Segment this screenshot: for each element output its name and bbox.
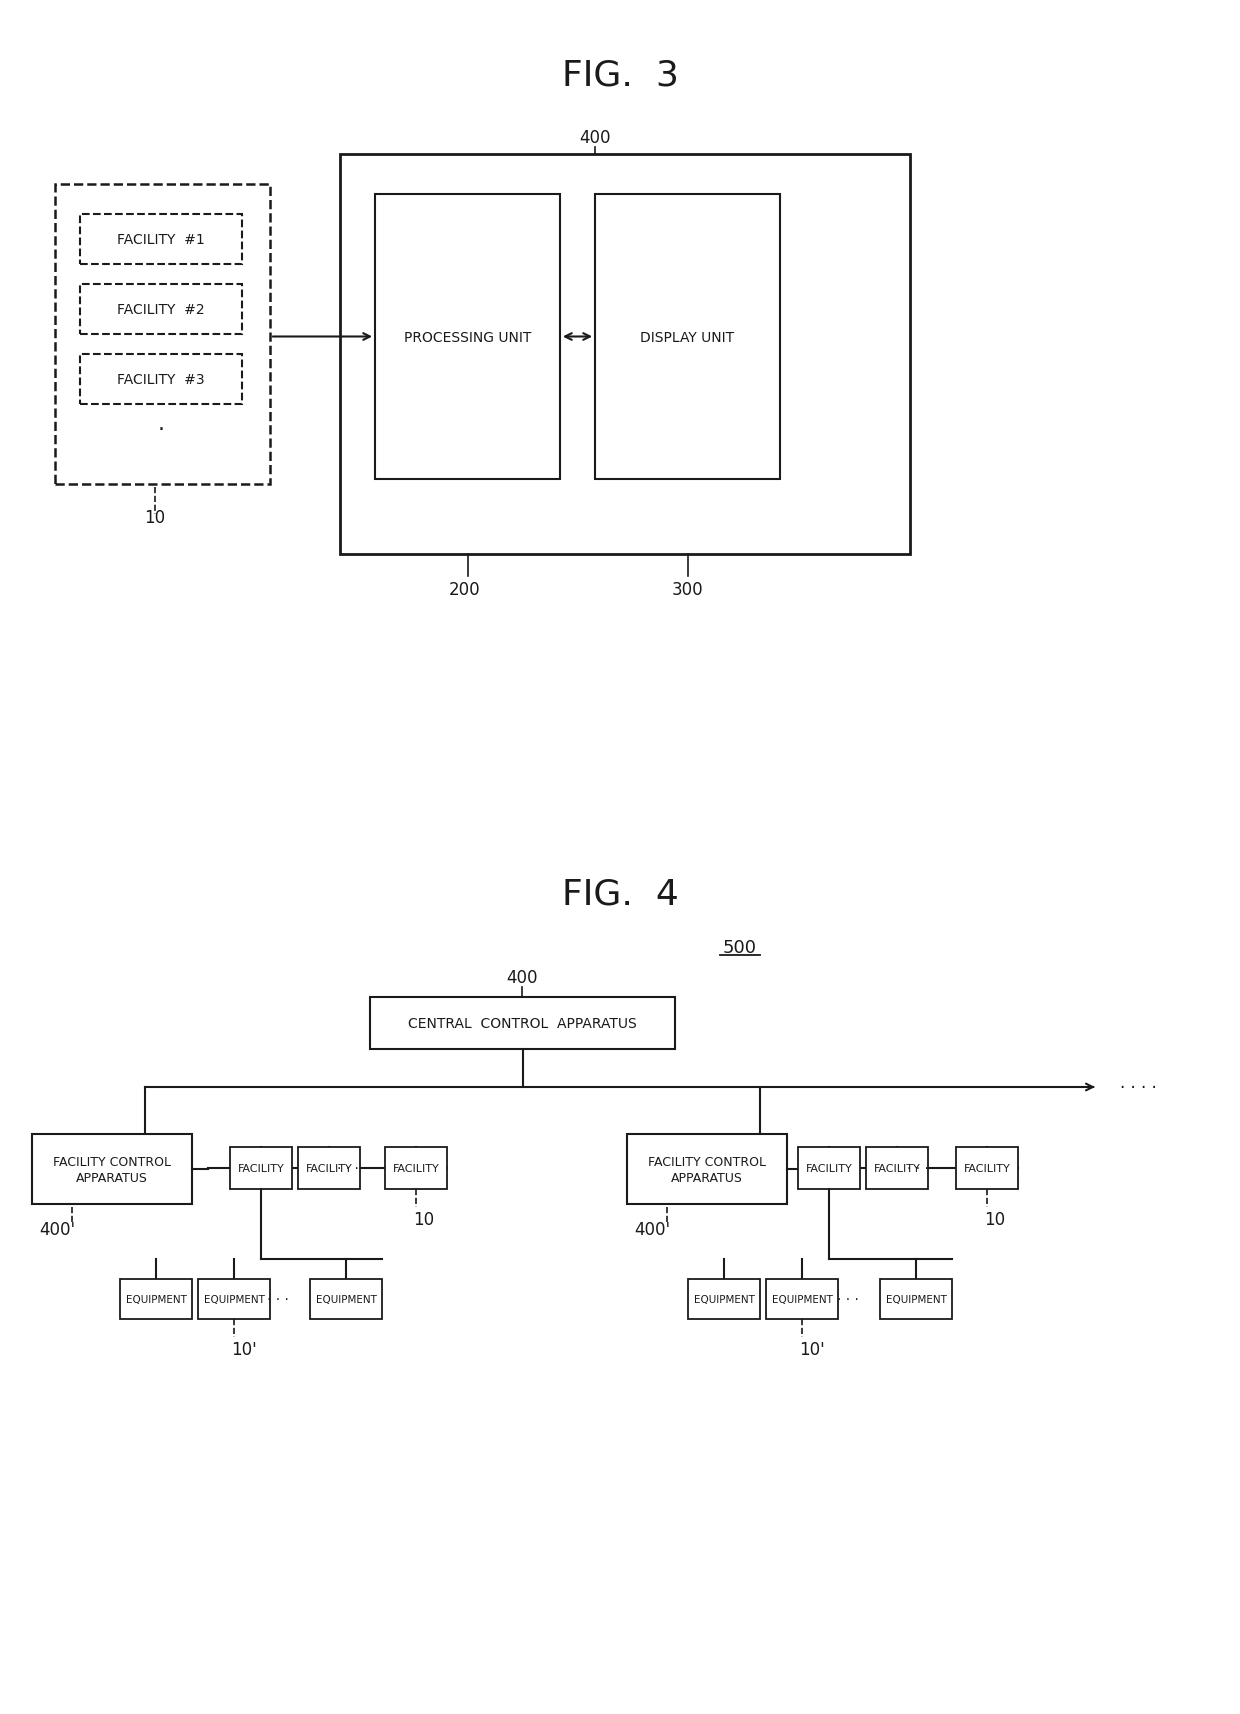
Text: 400': 400' [634,1220,670,1238]
Text: EQUIPMENT: EQUIPMENT [125,1294,186,1304]
Text: DISPLAY UNIT: DISPLAY UNIT [640,331,734,345]
Text: 400: 400 [579,129,611,147]
FancyBboxPatch shape [799,1147,861,1190]
Text: CENTRAL  CONTROL  APPARATUS: CENTRAL CONTROL APPARATUS [408,1016,637,1030]
Text: 300: 300 [671,581,703,598]
Text: FACILITY: FACILITY [238,1164,284,1174]
Text: FACILITY  #3: FACILITY #3 [118,372,205,387]
FancyBboxPatch shape [340,154,910,555]
Text: FACILITY: FACILITY [963,1164,1011,1174]
FancyBboxPatch shape [198,1279,270,1320]
Text: EQUIPMENT: EQUIPMENT [203,1294,264,1304]
FancyBboxPatch shape [384,1147,446,1190]
FancyBboxPatch shape [120,1279,192,1320]
Text: PROCESSING UNIT: PROCESSING UNIT [404,331,531,345]
Text: FIG.  3: FIG. 3 [562,58,678,93]
Text: · · ·: · · · [908,1162,929,1176]
FancyBboxPatch shape [81,214,242,266]
Text: FACILITY: FACILITY [305,1164,352,1174]
FancyBboxPatch shape [81,355,242,405]
FancyBboxPatch shape [956,1147,1018,1190]
Text: EQUIPMENT: EQUIPMENT [315,1294,377,1304]
Text: FIG.  4: FIG. 4 [562,878,678,912]
FancyBboxPatch shape [310,1279,382,1320]
Text: 10: 10 [144,509,166,526]
Text: · · ·: · · · [837,1292,859,1306]
Text: FACILITY CONTROL: FACILITY CONTROL [53,1155,171,1167]
FancyBboxPatch shape [370,998,675,1049]
Text: EQUIPMENT: EQUIPMENT [885,1294,946,1304]
FancyBboxPatch shape [866,1147,928,1190]
FancyBboxPatch shape [81,285,242,334]
FancyBboxPatch shape [374,195,560,480]
FancyBboxPatch shape [688,1279,760,1320]
FancyBboxPatch shape [880,1279,952,1320]
Text: 10': 10' [231,1340,257,1357]
Text: ·: · [157,420,165,440]
Text: 400: 400 [506,968,538,987]
Text: 400': 400' [38,1220,76,1238]
FancyBboxPatch shape [32,1135,192,1205]
Text: 10: 10 [413,1210,434,1229]
Text: FACILITY CONTROL: FACILITY CONTROL [649,1155,766,1167]
Text: EQUIPMENT: EQUIPMENT [693,1294,754,1304]
Text: · · ·: · · · [267,1292,289,1306]
Text: APPARATUS: APPARATUS [671,1172,743,1184]
Text: FACILITY: FACILITY [393,1164,439,1174]
Text: · · ·: · · · [337,1162,358,1176]
Text: FACILITY  #2: FACILITY #2 [118,303,205,317]
Text: 10': 10' [799,1340,825,1357]
Text: APPARATUS: APPARATUS [76,1172,148,1184]
Text: FACILITY: FACILITY [874,1164,920,1174]
FancyBboxPatch shape [627,1135,787,1205]
FancyBboxPatch shape [229,1147,291,1190]
Text: FACILITY  #1: FACILITY #1 [117,233,205,247]
Text: 10: 10 [985,1210,1006,1229]
Text: 200: 200 [449,581,481,598]
FancyBboxPatch shape [595,195,780,480]
Text: EQUIPMENT: EQUIPMENT [771,1294,832,1304]
Text: FACILITY: FACILITY [806,1164,852,1174]
FancyBboxPatch shape [55,185,270,485]
FancyBboxPatch shape [766,1279,838,1320]
Text: · · · ·: · · · · [1120,1078,1157,1097]
Text: 500: 500 [723,939,756,956]
FancyBboxPatch shape [298,1147,360,1190]
